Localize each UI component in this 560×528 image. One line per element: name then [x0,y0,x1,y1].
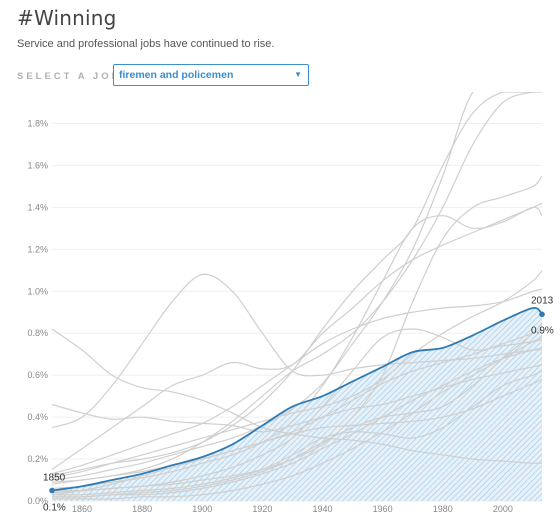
background-series-lines [52,86,542,500]
background-series-line[interactable] [52,328,542,483]
x-tick-label: 2000 [493,504,513,514]
background-series-line[interactable] [52,347,542,498]
highlight-area [52,307,542,501]
background-series-line[interactable] [52,364,542,433]
x-tick-label: 1960 [373,504,393,514]
y-tick-label: 1.6% [27,160,48,170]
x-tick-label: 1880 [132,504,152,514]
page-title: #Winning [17,6,117,30]
select-job-label: SELECT A JOB: [17,71,128,82]
background-series-line[interactable] [52,322,542,498]
y-axis: 0.0% 0.2% 0.4% 0.6% 0.8% 1.0% 1.2% 1.4% 1.6% 1.8% [27,118,48,506]
background-series-line[interactable] [52,86,542,481]
x-tick-label: 1940 [313,504,333,514]
chevron-down-icon: ▼ [294,70,302,79]
start-value-label: 0.1% [43,503,66,514]
background-series-line[interactable] [52,273,542,429]
end-point[interactable] [539,311,545,318]
background-series-line[interactable] [52,378,542,496]
job-select[interactable]: firemen and policemen ▼ [113,64,309,86]
y-tick-label: 0.4% [27,412,48,422]
background-series-line[interactable] [52,328,542,464]
page-subtitle: Service and professional jobs have conti… [17,38,275,50]
background-series-line[interactable] [52,336,542,500]
background-series-line[interactable] [52,90,542,477]
end-value-label: 0.9% [531,325,554,336]
start-point[interactable] [49,487,55,494]
y-tick-label: 1.4% [27,202,48,212]
start-year-label: 1850 [43,473,66,484]
x-tick-label: 1980 [433,504,453,514]
x-axis: 1860 1880 1900 1920 1940 1960 1980 2000 [72,504,513,514]
background-series-line[interactable] [52,269,542,479]
y-tick-label: 0.6% [27,370,48,380]
x-tick-label: 1860 [72,504,92,514]
y-tick-label: 0.2% [27,454,48,464]
highlight-line[interactable] [52,307,542,492]
y-tick-label: 0.8% [27,328,48,338]
background-series-line[interactable] [52,91,542,485]
y-tick-label: 1.8% [27,118,48,128]
background-series-line[interactable] [52,370,542,496]
x-tick-label: 1900 [192,504,212,514]
plot-area [52,86,542,501]
background-series-line[interactable] [52,206,542,489]
end-year-label: 2013 [531,295,554,306]
x-tick-label: 1920 [252,504,272,514]
y-tick-label: 1.2% [27,244,48,254]
y-tick-label: 0.0% [27,496,48,506]
background-series-line[interactable] [52,328,542,492]
background-series-line[interactable] [52,288,542,475]
y-tick-label: 1.0% [27,286,48,296]
job-select-value: firemen and policemen [119,69,234,81]
